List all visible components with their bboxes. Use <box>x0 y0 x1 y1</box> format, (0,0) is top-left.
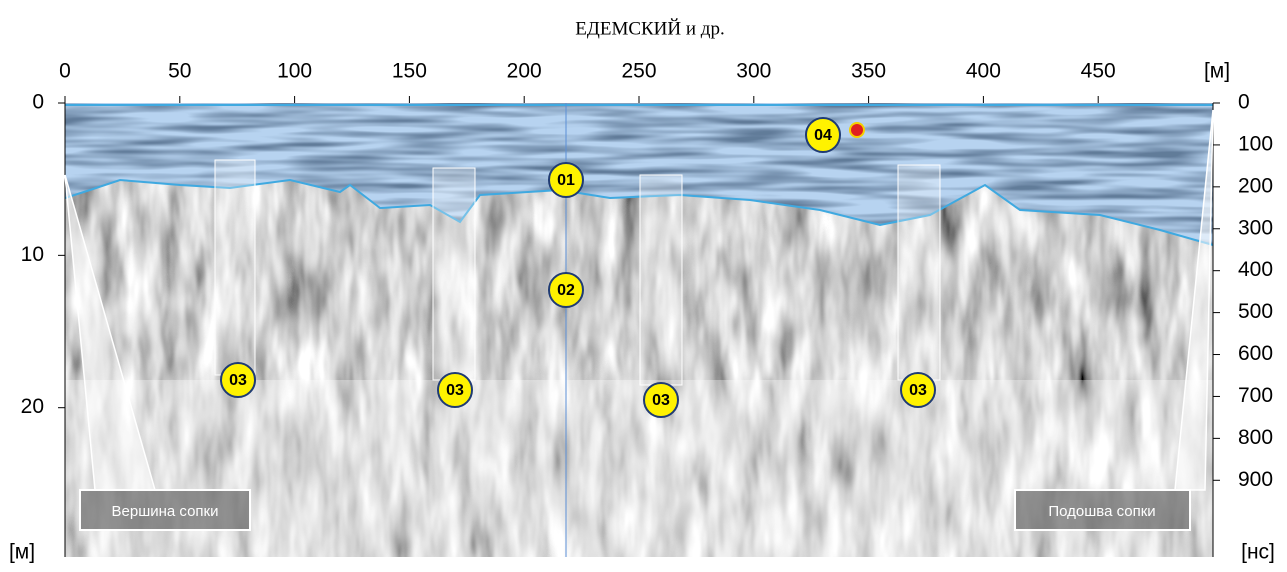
marker-badge <box>220 362 256 398</box>
y-unit: [м] <box>9 541 35 564</box>
y2-tick-label: 700 <box>1238 384 1273 407</box>
y2-tick-label: 0 <box>1238 91 1250 114</box>
x-tick-label: 300 <box>736 60 771 83</box>
marker-badge <box>900 372 936 408</box>
y-tick-label: 20 <box>21 395 44 418</box>
y2-tick-label: 300 <box>1238 216 1273 239</box>
marker-label: 03 <box>909 382 927 399</box>
callout-box <box>79 489 251 531</box>
y2-tick-label: 600 <box>1238 342 1273 365</box>
x-tick-label: 400 <box>966 60 1001 83</box>
radargram <box>65 103 1213 557</box>
callout-box <box>1014 489 1191 531</box>
callout-label: Вершина сопки <box>112 503 219 520</box>
callout-label: Подошва сопки <box>1048 503 1155 520</box>
marker-badge <box>437 372 473 408</box>
marker-label: 03 <box>229 372 247 389</box>
x-tick-label: 100 <box>277 60 312 83</box>
x-tick-label: 450 <box>1081 60 1116 83</box>
marker-label: 03 <box>652 392 670 409</box>
point-marker <box>849 122 865 138</box>
y2-tick-label: 400 <box>1238 258 1273 281</box>
y2-tick-label: 200 <box>1238 174 1273 197</box>
y-tick-label: 0 <box>32 91 44 114</box>
y2-unit: [нс] <box>1241 541 1275 564</box>
marker-badge <box>548 272 584 308</box>
title: ЕДЕМСКИЙ и др. <box>575 18 724 39</box>
x-tick-label: 350 <box>851 60 886 83</box>
y2-tick-label: 500 <box>1238 300 1273 323</box>
y2-tick-label: 800 <box>1238 426 1273 449</box>
x-tick-label: 50 <box>168 60 191 83</box>
marker-label: 03 <box>446 382 464 399</box>
marker-label: 01 <box>557 172 575 189</box>
y2-tick-label: 900 <box>1238 468 1273 491</box>
x-tick-label: 150 <box>392 60 427 83</box>
x-tick-label: 0 <box>59 60 71 83</box>
marker-badge <box>805 117 841 153</box>
y2-tick-label: 100 <box>1238 132 1273 155</box>
x-unit: [м] <box>1204 60 1230 83</box>
marker-badge <box>643 382 679 418</box>
marker-label: 04 <box>814 127 832 144</box>
marker-label: 02 <box>557 282 575 299</box>
marker-badge <box>548 162 584 198</box>
x-tick-label: 200 <box>507 60 542 83</box>
x-tick-label: 250 <box>621 60 656 83</box>
y-tick-label: 10 <box>21 243 44 266</box>
